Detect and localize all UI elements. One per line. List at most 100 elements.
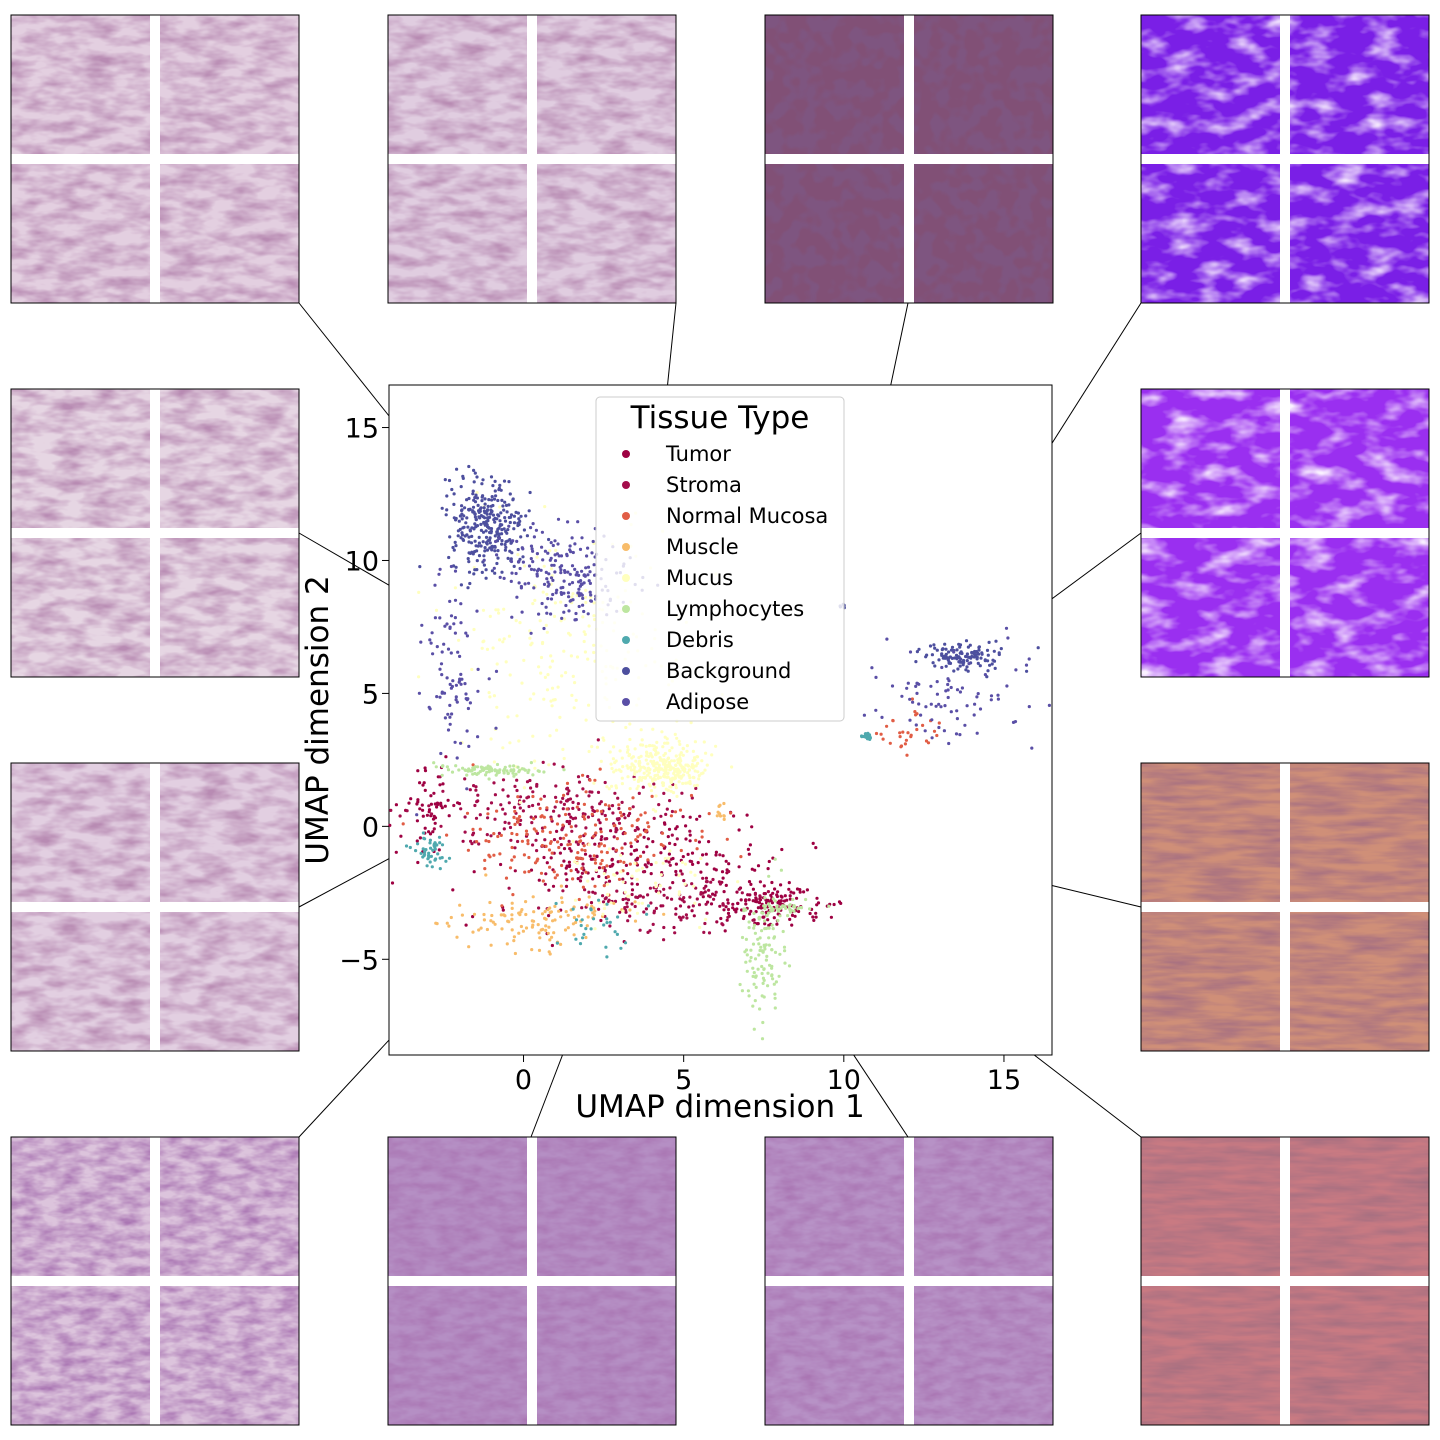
data-point [574, 918, 579, 922]
data-point [669, 789, 673, 793]
data-point [531, 549, 535, 553]
data-point [512, 768, 516, 772]
data-point [500, 542, 504, 546]
data-point [684, 913, 689, 917]
data-point [475, 772, 479, 777]
data-point [742, 907, 746, 911]
data-point [1006, 636, 1010, 640]
data-point [553, 570, 557, 574]
patch-tile-texture [765, 1286, 904, 1425]
data-point [590, 812, 594, 816]
data-point [458, 903, 462, 907]
data-point [459, 621, 463, 625]
data-point [753, 892, 758, 897]
patch-tile-texture [160, 763, 299, 902]
data-point [662, 774, 666, 778]
data-point [940, 652, 944, 656]
data-point [531, 734, 535, 738]
data-point [483, 546, 487, 550]
data-point [614, 848, 619, 852]
data-point [668, 777, 673, 781]
patch-tile-texture [1141, 538, 1280, 677]
data-point [539, 928, 543, 932]
patch-tile-texture [914, 164, 1053, 303]
data-point [659, 814, 663, 818]
data-point [705, 763, 709, 767]
patch-tile-texture [11, 538, 150, 677]
data-point [604, 817, 609, 821]
data-point [765, 954, 769, 959]
data-point [548, 830, 552, 835]
data-point [408, 845, 412, 850]
data-point [763, 947, 767, 951]
data-point [588, 581, 593, 586]
data-point [635, 826, 639, 830]
data-point [564, 812, 568, 817]
data-point [420, 623, 424, 627]
data-point [606, 875, 610, 879]
data-point [483, 516, 487, 520]
data-point [559, 942, 563, 947]
data-point [435, 843, 439, 847]
data-point [449, 915, 453, 920]
data-point [542, 564, 546, 568]
data-point [675, 837, 679, 841]
data-point [968, 643, 972, 647]
data-point [546, 673, 550, 677]
data-point [453, 586, 457, 590]
data-point [704, 917, 708, 922]
data-point [574, 573, 578, 577]
data-point [798, 890, 802, 894]
data-point [721, 854, 725, 858]
data-point [414, 849, 418, 853]
data-point [486, 816, 490, 820]
data-point [589, 907, 593, 911]
data-point [409, 797, 413, 801]
data-point [547, 848, 552, 852]
data-point [726, 907, 731, 912]
data-point [552, 931, 556, 935]
data-point [555, 941, 560, 945]
data-point [571, 877, 575, 881]
data-point [496, 556, 500, 560]
data-point [515, 778, 519, 782]
data-point [691, 766, 695, 770]
data-point [595, 745, 600, 749]
data-point [477, 554, 482, 558]
data-point [488, 695, 492, 699]
data-point [679, 848, 683, 853]
data-point [633, 861, 637, 866]
legend-entry-label: Tumor [665, 442, 731, 466]
data-point [712, 897, 716, 901]
data-point [952, 669, 956, 673]
data-point [582, 630, 586, 634]
data-point [526, 842, 530, 846]
data-point [483, 502, 487, 506]
data-point [579, 839, 583, 843]
data-point [551, 884, 556, 888]
data-point [582, 932, 586, 937]
data-point [646, 762, 650, 766]
data-point [506, 919, 510, 923]
data-point [443, 804, 447, 808]
data-point [908, 697, 912, 701]
data-point [438, 695, 442, 699]
data-point [476, 735, 480, 739]
patch-tile-texture [388, 15, 527, 154]
data-point [494, 494, 498, 498]
data-point [647, 771, 652, 775]
data-point [601, 912, 605, 916]
series-normal-mucosa [401, 697, 941, 908]
data-point [529, 631, 533, 635]
data-point [905, 753, 909, 757]
data-point [567, 839, 571, 844]
data-point [531, 843, 535, 847]
data-point [992, 659, 997, 663]
data-point [693, 740, 698, 744]
data-point [683, 769, 687, 774]
data-point [937, 702, 941, 706]
data-point [537, 665, 541, 669]
data-point [482, 768, 486, 772]
data-point [537, 948, 542, 953]
